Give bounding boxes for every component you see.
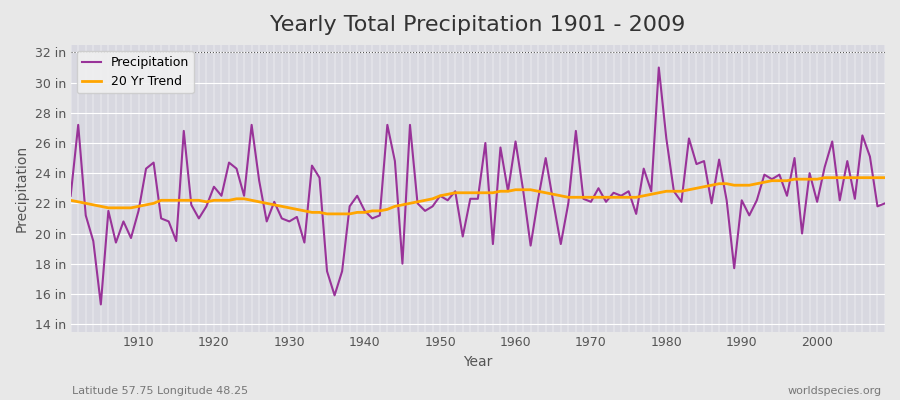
20 Yr Trend bbox=[819, 175, 830, 180]
Text: worldspecies.org: worldspecies.org bbox=[788, 386, 882, 396]
20 Yr Trend bbox=[879, 175, 890, 180]
20 Yr Trend bbox=[510, 187, 521, 192]
Precipitation bbox=[345, 204, 356, 209]
Legend: Precipitation, 20 Yr Trend: Precipitation, 20 Yr Trend bbox=[76, 51, 194, 93]
20 Yr Trend bbox=[66, 198, 77, 203]
X-axis label: Year: Year bbox=[464, 355, 492, 369]
Precipitation bbox=[608, 190, 619, 195]
20 Yr Trend bbox=[608, 195, 619, 200]
20 Yr Trend bbox=[292, 207, 302, 212]
20 Yr Trend bbox=[321, 212, 332, 216]
Text: Latitude 57.75 Longitude 48.25: Latitude 57.75 Longitude 48.25 bbox=[72, 386, 248, 396]
Precipitation bbox=[299, 240, 310, 245]
20 Yr Trend bbox=[126, 206, 137, 210]
Precipitation bbox=[879, 201, 890, 206]
Line: Precipitation: Precipitation bbox=[71, 68, 885, 304]
20 Yr Trend bbox=[518, 187, 528, 192]
Precipitation bbox=[518, 187, 528, 192]
Precipitation bbox=[66, 193, 77, 198]
Y-axis label: Precipitation: Precipitation bbox=[15, 145, 29, 232]
Line: 20 Yr Trend: 20 Yr Trend bbox=[71, 178, 885, 214]
Precipitation bbox=[653, 65, 664, 70]
Precipitation bbox=[95, 302, 106, 307]
Precipitation bbox=[133, 208, 144, 213]
20 Yr Trend bbox=[345, 212, 356, 216]
Precipitation bbox=[510, 139, 521, 144]
Title: Yearly Total Precipitation 1901 - 2009: Yearly Total Precipitation 1901 - 2009 bbox=[270, 15, 686, 35]
